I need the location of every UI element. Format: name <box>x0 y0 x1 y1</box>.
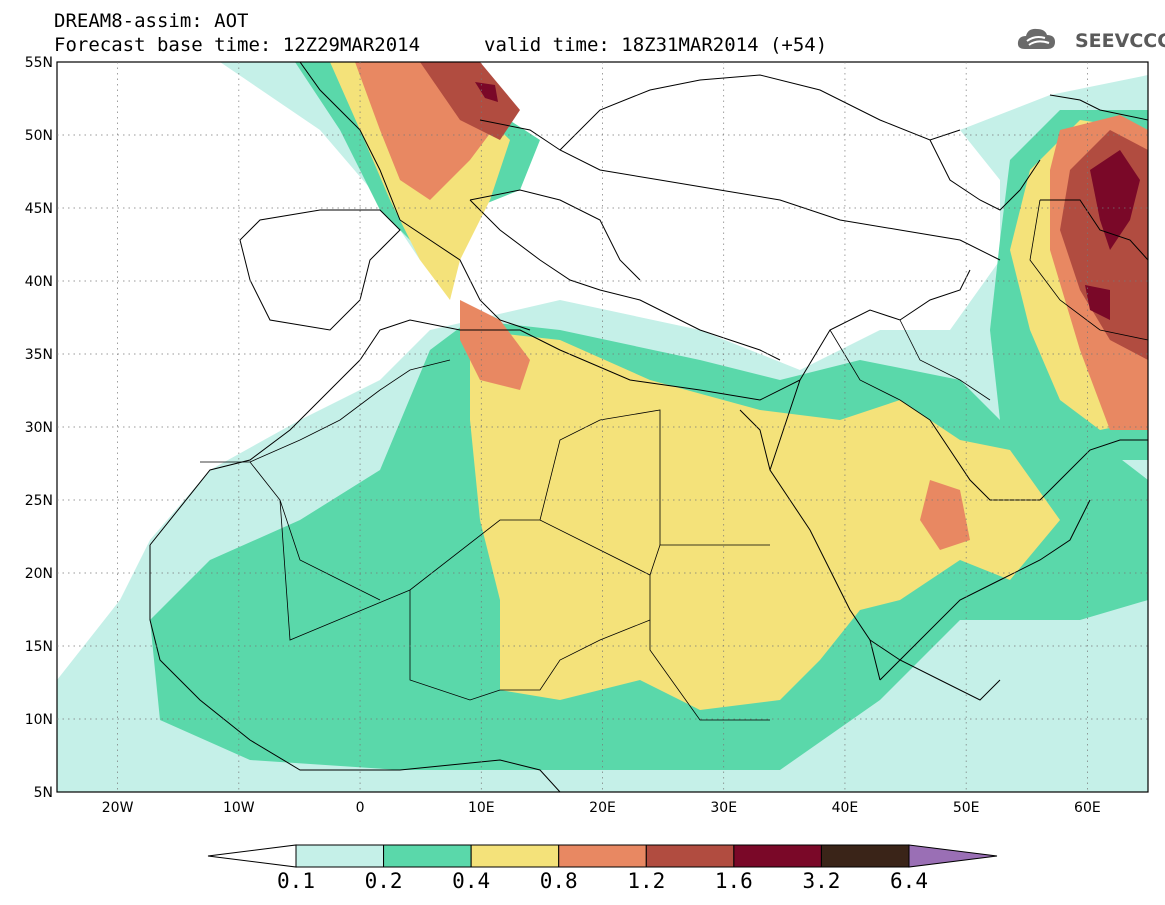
colorbar-max-arrow <box>908 844 998 868</box>
logo-text: SEEVCCC <box>1075 30 1165 52</box>
colorbar-swatch <box>295 844 385 868</box>
lon-label: 10E <box>468 800 495 816</box>
colorbar-tick-label: 0.1 <box>277 869 315 893</box>
lat-label: 15N <box>25 639 53 655</box>
colorbar-tick-label: 0.8 <box>539 869 578 893</box>
lat-label: 35N <box>25 347 53 363</box>
colorbar-min-arrow <box>207 844 297 868</box>
colorbar-swatch <box>470 844 560 868</box>
lat-label: 55N <box>25 55 53 71</box>
lon-label: 40E <box>832 800 859 816</box>
lat-label: 45N <box>25 201 53 217</box>
colorbar-swatch <box>733 844 822 868</box>
model-title: DREAM8-assim: AOT <box>54 10 249 32</box>
aot-band-0.4 <box>470 330 1060 710</box>
lon-label: 0 <box>356 800 365 816</box>
aot-band-1.6 <box>1090 150 1140 250</box>
lon-label: 30E <box>710 800 737 816</box>
colorbar-swatch <box>558 844 647 868</box>
lon-label: 20W <box>102 800 134 816</box>
colorbar-swatch <box>820 844 910 868</box>
aot-band-1.2 <box>420 62 520 140</box>
colorbar-swatch <box>645 844 735 868</box>
longitude-labels: 20W 10W 0 10E 20E 30E 40E 50E 60E <box>102 800 1101 816</box>
lat-label: 40N <box>25 274 53 290</box>
colorbar-tick-label: 1.6 <box>714 869 753 893</box>
lat-label: 25N <box>25 493 53 509</box>
colorbar-swatch <box>383 844 472 868</box>
colorbar-tick-label: 0.4 <box>452 869 491 893</box>
lat-label: 10N <box>25 712 53 728</box>
lon-label: 50E <box>953 800 980 816</box>
colorbar-tick-label: 1.2 <box>627 869 666 893</box>
colorbar-tick-label: 3.2 <box>802 869 841 893</box>
latitude-labels: 55N 50N 45N 40N 35N 30N 25N 20N 15N 10N 5N <box>25 55 53 801</box>
lat-label: 30N <box>25 420 53 436</box>
lon-label: 20E <box>589 800 616 816</box>
lon-label: 10W <box>223 800 255 816</box>
lat-label: 20N <box>25 566 53 582</box>
lat-label: 50N <box>25 128 53 144</box>
lon-label: 60E <box>1074 800 1101 816</box>
graticule <box>57 62 1148 792</box>
colorbar <box>207 844 998 868</box>
cloud-icon <box>1017 28 1055 49</box>
coastlines <box>149 62 1148 792</box>
base-time: Forecast base time: 12Z29MAR2014 <box>54 34 421 56</box>
colorbar-tick-label: 6.4 <box>890 869 928 893</box>
lat-label: 5N <box>34 785 53 801</box>
valid-time: valid time: 18Z31MAR2014 (+54) <box>484 34 828 56</box>
colorbar-tick-label: 0.2 <box>364 869 403 893</box>
